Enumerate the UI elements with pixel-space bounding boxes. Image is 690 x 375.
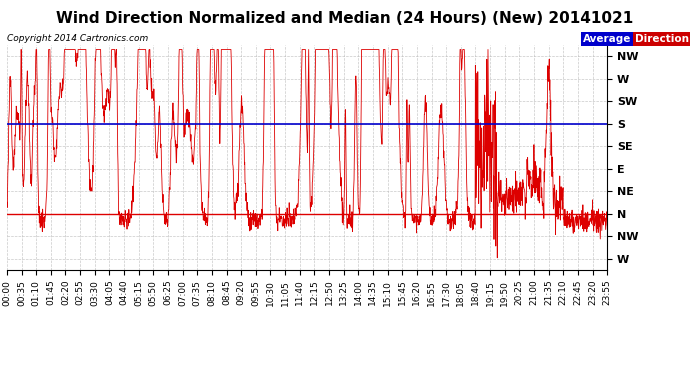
Text: Wind Direction Normalized and Median (24 Hours) (New) 20141021: Wind Direction Normalized and Median (24…	[57, 11, 633, 26]
Text: Copyright 2014 Cartronics.com: Copyright 2014 Cartronics.com	[7, 34, 148, 43]
Text: Average: Average	[583, 34, 631, 44]
Text: Direction: Direction	[635, 34, 689, 44]
